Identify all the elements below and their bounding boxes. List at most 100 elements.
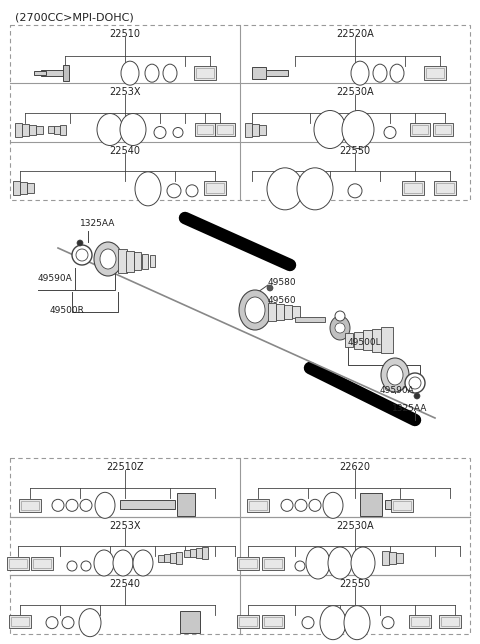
Bar xyxy=(385,500,397,509)
Circle shape xyxy=(295,499,307,511)
Bar xyxy=(54,126,60,133)
Bar xyxy=(239,617,257,626)
Bar xyxy=(409,615,431,628)
Bar xyxy=(411,617,429,626)
Bar xyxy=(19,499,41,512)
Text: 22530A: 22530A xyxy=(336,520,374,531)
Bar xyxy=(158,554,164,562)
Bar xyxy=(202,547,208,559)
Text: 1325AA: 1325AA xyxy=(392,404,427,413)
Bar xyxy=(247,499,269,512)
Ellipse shape xyxy=(320,605,346,639)
Bar xyxy=(354,332,363,348)
Circle shape xyxy=(66,499,78,511)
Text: 49500L: 49500L xyxy=(348,337,382,346)
Text: 49560: 49560 xyxy=(268,296,297,305)
Circle shape xyxy=(335,323,345,333)
Ellipse shape xyxy=(344,605,370,639)
Ellipse shape xyxy=(135,172,161,206)
Circle shape xyxy=(302,617,314,629)
Bar xyxy=(197,125,213,134)
Ellipse shape xyxy=(239,290,271,330)
Bar xyxy=(184,549,190,556)
Ellipse shape xyxy=(323,492,343,518)
Text: 49500R: 49500R xyxy=(50,305,85,314)
Bar xyxy=(372,328,383,352)
Bar xyxy=(439,615,461,628)
Bar xyxy=(259,124,266,135)
Bar xyxy=(177,493,195,516)
Bar xyxy=(194,66,216,80)
Circle shape xyxy=(409,377,421,389)
Bar xyxy=(9,558,27,567)
Bar xyxy=(150,255,155,267)
Circle shape xyxy=(52,499,64,511)
Text: 49590A: 49590A xyxy=(380,386,415,395)
Bar xyxy=(126,251,134,272)
Circle shape xyxy=(267,285,273,291)
Bar xyxy=(345,333,353,347)
Bar xyxy=(433,123,453,136)
Circle shape xyxy=(67,561,77,571)
Ellipse shape xyxy=(94,550,114,576)
Bar xyxy=(264,617,282,626)
Ellipse shape xyxy=(133,550,153,576)
Bar xyxy=(48,126,54,133)
Bar xyxy=(393,501,411,510)
Bar xyxy=(176,552,182,564)
Bar xyxy=(196,548,202,558)
Bar xyxy=(284,305,292,319)
Bar xyxy=(434,181,456,195)
Circle shape xyxy=(405,373,425,393)
Ellipse shape xyxy=(79,609,101,637)
Text: 1325AA: 1325AA xyxy=(80,219,115,228)
Bar xyxy=(60,124,66,135)
Bar xyxy=(33,558,51,567)
Ellipse shape xyxy=(314,111,346,149)
Bar xyxy=(402,181,424,195)
Text: 22510: 22510 xyxy=(109,29,141,39)
Bar xyxy=(29,124,36,135)
Ellipse shape xyxy=(351,547,375,579)
Bar xyxy=(118,249,127,273)
Bar xyxy=(237,615,259,628)
Circle shape xyxy=(295,561,305,571)
Bar xyxy=(217,125,233,134)
Text: 22520A: 22520A xyxy=(336,29,374,39)
Circle shape xyxy=(76,249,88,261)
Bar xyxy=(215,123,235,136)
Circle shape xyxy=(382,617,394,629)
Bar xyxy=(412,125,428,134)
Bar xyxy=(9,615,31,628)
Bar xyxy=(11,617,29,626)
Ellipse shape xyxy=(94,242,122,276)
Ellipse shape xyxy=(113,550,133,576)
Bar xyxy=(266,70,288,76)
Bar xyxy=(41,70,69,76)
Bar xyxy=(249,501,267,510)
Bar xyxy=(292,306,300,318)
Ellipse shape xyxy=(100,249,116,269)
Text: (2700CC>MPI-DOHC): (2700CC>MPI-DOHC) xyxy=(15,12,134,22)
Bar xyxy=(196,68,214,78)
Bar xyxy=(36,126,43,133)
Text: 22550: 22550 xyxy=(339,146,371,156)
Circle shape xyxy=(335,311,345,321)
Bar xyxy=(164,554,170,562)
Ellipse shape xyxy=(373,64,387,82)
Ellipse shape xyxy=(297,168,333,210)
Text: 22540: 22540 xyxy=(109,146,141,156)
Bar xyxy=(10,25,470,200)
Bar xyxy=(252,67,266,79)
Bar xyxy=(252,124,259,135)
Circle shape xyxy=(72,245,92,265)
Bar xyxy=(441,617,459,626)
Text: 49590A: 49590A xyxy=(38,274,73,283)
Ellipse shape xyxy=(342,111,374,149)
Circle shape xyxy=(81,561,91,571)
Bar xyxy=(404,183,422,193)
Bar xyxy=(262,615,284,628)
Ellipse shape xyxy=(97,113,123,146)
Bar xyxy=(396,553,403,563)
Bar xyxy=(435,125,451,134)
